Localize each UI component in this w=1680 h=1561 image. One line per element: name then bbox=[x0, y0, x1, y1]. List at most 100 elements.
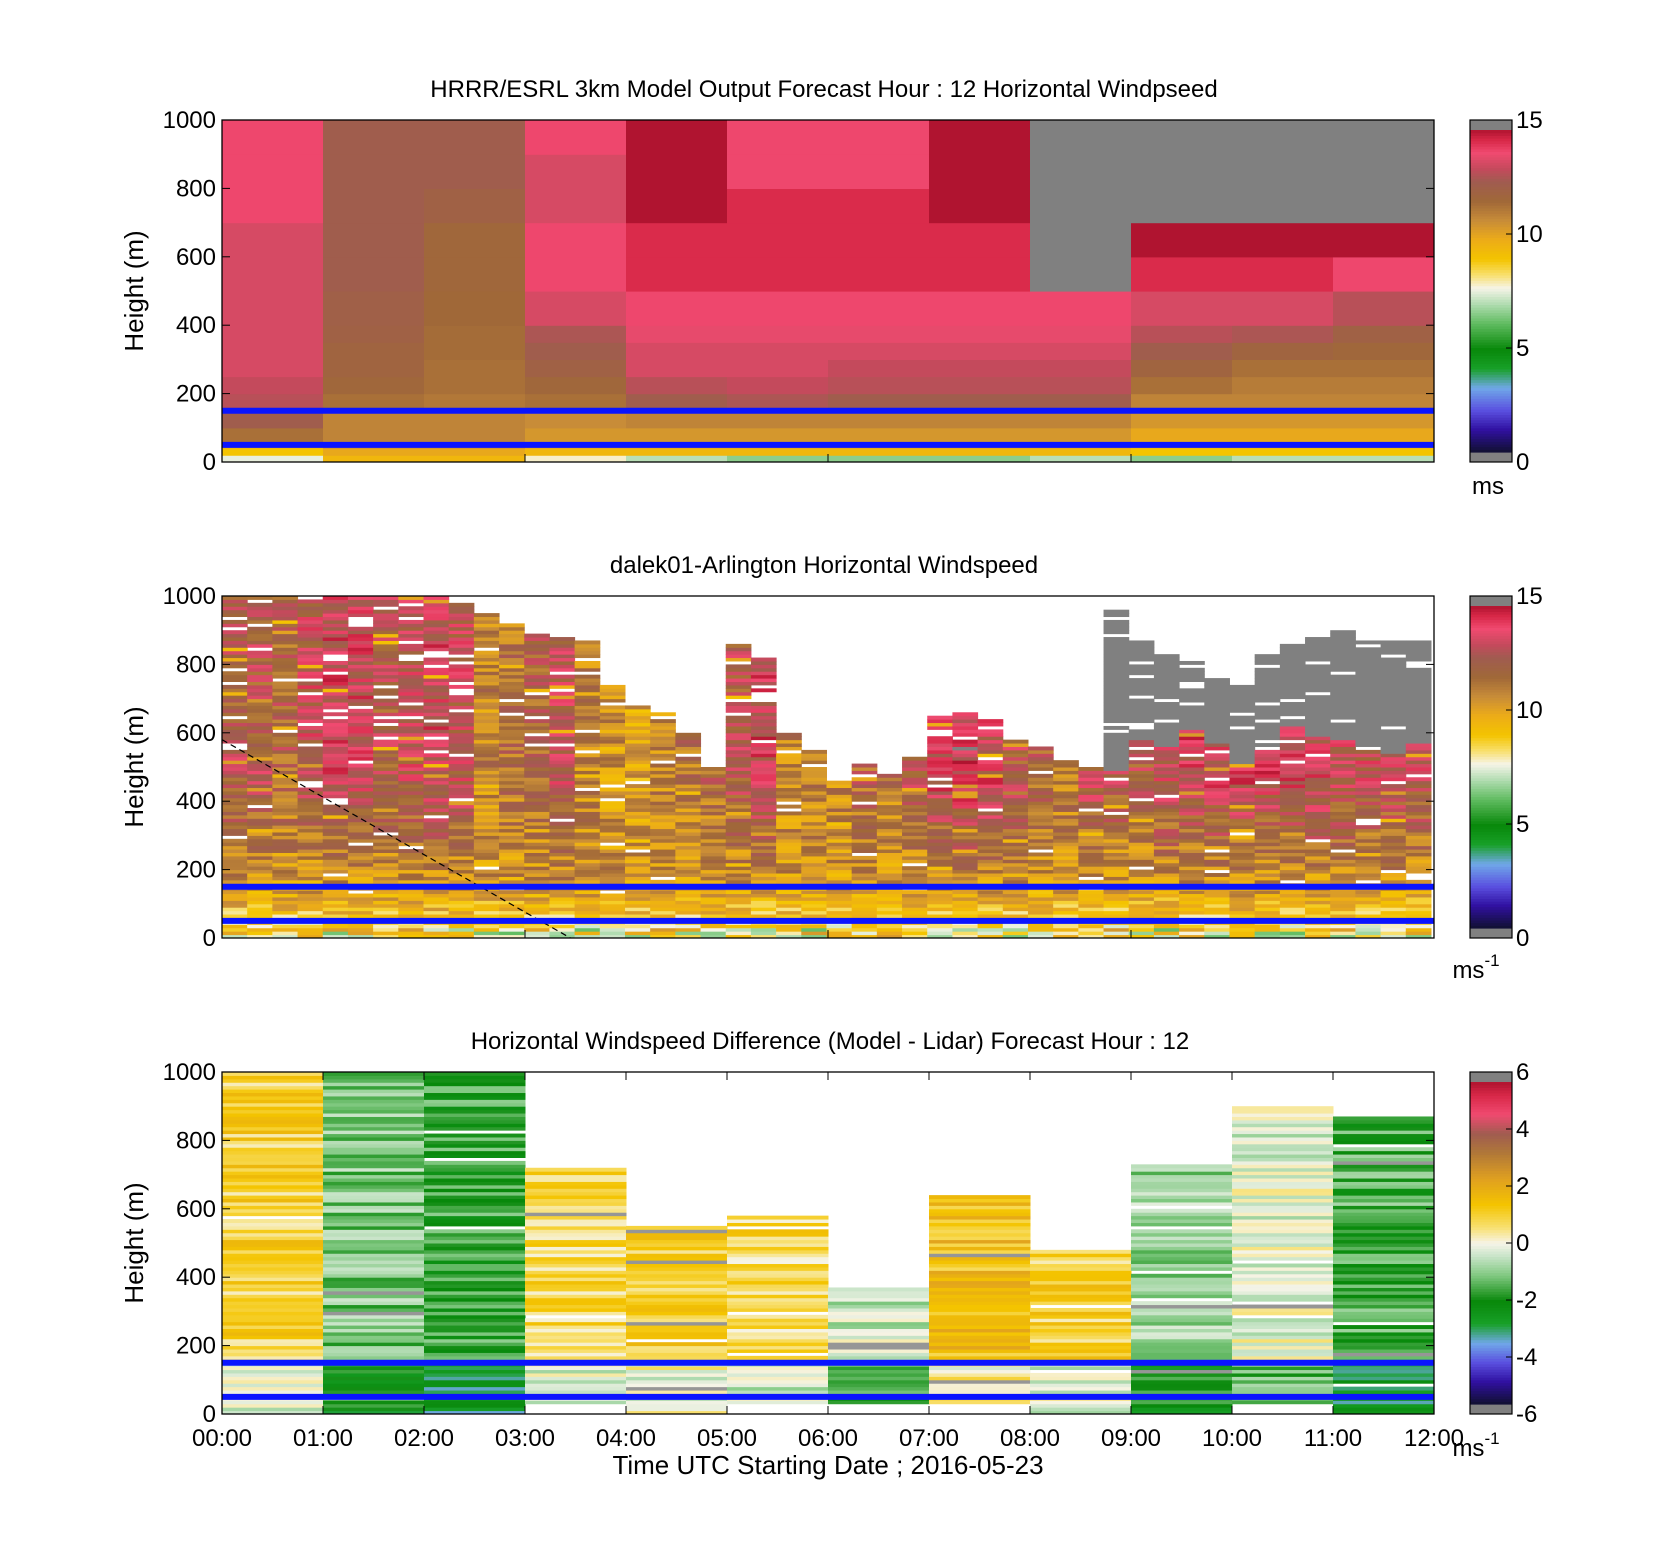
heatmap-cell bbox=[1179, 859, 1205, 864]
heatmap-cell bbox=[448, 746, 475, 751]
heatmap-cell bbox=[929, 1390, 1031, 1394]
colorbar-step bbox=[1470, 828, 1512, 832]
heatmap-cell bbox=[423, 623, 450, 628]
heatmap-cell bbox=[1355, 890, 1382, 895]
colorbar-step bbox=[1470, 242, 1512, 246]
heatmap-cell bbox=[1128, 753, 1155, 758]
colorbar-step bbox=[1470, 686, 1512, 690]
heatmap-cell bbox=[222, 739, 248, 744]
heatmap-cell bbox=[323, 1352, 425, 1357]
heatmap-cell bbox=[1333, 1311, 1434, 1316]
heatmap-cell bbox=[272, 931, 299, 936]
heatmap-cell bbox=[1405, 825, 1432, 830]
heatmap-cell bbox=[876, 835, 903, 840]
colorbar-step bbox=[1470, 783, 1512, 787]
heatmap-cell bbox=[525, 1171, 627, 1176]
heatmap-cell bbox=[423, 859, 450, 864]
heatmap-cell bbox=[499, 657, 525, 662]
heatmap-cell bbox=[398, 660, 424, 665]
heatmap-cell bbox=[851, 849, 878, 853]
heatmap-cell bbox=[1229, 722, 1256, 727]
heatmap-cell bbox=[1279, 688, 1306, 693]
heatmap-cell bbox=[1128, 814, 1155, 819]
heatmap-cell bbox=[1103, 927, 1130, 932]
heatmap-cell bbox=[272, 705, 299, 710]
heatmap-cell bbox=[750, 893, 777, 898]
heatmap-cell bbox=[1254, 784, 1281, 789]
heatmap-cell bbox=[1128, 760, 1155, 765]
heatmap-cell bbox=[1078, 890, 1105, 895]
heatmap-cell bbox=[929, 1270, 1031, 1275]
heatmap-cell bbox=[725, 931, 752, 936]
heatmap-cell bbox=[1128, 842, 1155, 847]
heatmap-cell bbox=[927, 910, 953, 915]
heatmap-cell bbox=[423, 811, 450, 816]
heatmap-cell bbox=[473, 715, 500, 720]
heatmap-cell bbox=[323, 1372, 425, 1377]
heatmap-cell bbox=[272, 715, 299, 720]
heatmap-cell bbox=[1179, 855, 1205, 860]
heatmap-cell bbox=[524, 927, 550, 932]
heatmap-cell bbox=[1333, 1355, 1434, 1360]
heatmap-cell bbox=[1355, 910, 1382, 915]
heatmap-cell bbox=[1078, 855, 1105, 860]
heatmap-cell bbox=[222, 924, 248, 929]
heatmap-cell bbox=[323, 1140, 425, 1145]
heatmap-cell bbox=[424, 1072, 526, 1076]
heatmap-cell bbox=[525, 325, 627, 343]
heatmap-cell bbox=[927, 770, 953, 775]
colorbar-step bbox=[1470, 422, 1512, 426]
heatmap-cell bbox=[1232, 1188, 1334, 1193]
heatmap-cell bbox=[272, 623, 299, 628]
heatmap-cell bbox=[1254, 708, 1281, 713]
heatmap-cell bbox=[675, 780, 702, 785]
heatmap-cell bbox=[424, 1212, 526, 1217]
heatmap-cell bbox=[247, 811, 273, 816]
heatmap-cell bbox=[902, 770, 928, 775]
colorbar-tick-label: 5 bbox=[1516, 335, 1529, 362]
heatmap-cell bbox=[1232, 1222, 1334, 1227]
heatmap-cell bbox=[1103, 835, 1130, 840]
heatmap-cell bbox=[700, 876, 727, 881]
heatmap-cell bbox=[1330, 821, 1356, 826]
heatmap-cell bbox=[524, 770, 550, 775]
heatmap-cell bbox=[424, 1133, 526, 1138]
heatmap-cell bbox=[1131, 1246, 1233, 1251]
heatmap-cell bbox=[1053, 866, 1079, 871]
heatmap-cell bbox=[952, 838, 979, 843]
heatmap-cell bbox=[1279, 866, 1306, 871]
heatmap-cell bbox=[650, 722, 676, 727]
heatmap-cell bbox=[272, 702, 299, 706]
heatmap-cell bbox=[851, 842, 878, 847]
heatmap-cell bbox=[624, 845, 651, 850]
heatmap-cell bbox=[574, 702, 601, 706]
heatmap-cell bbox=[347, 684, 374, 689]
heatmap-cell bbox=[650, 739, 676, 744]
heatmap-cell bbox=[902, 927, 928, 932]
heatmap-cell bbox=[247, 691, 273, 696]
heatmap-cell bbox=[448, 808, 475, 812]
heatmap-cell bbox=[1330, 910, 1356, 915]
heatmap-cell bbox=[398, 866, 424, 871]
heatmap-cell bbox=[323, 1154, 425, 1158]
heatmap-cell bbox=[1131, 1304, 1233, 1309]
heatmap-cell bbox=[347, 743, 374, 747]
heatmap-cell bbox=[323, 1338, 425, 1343]
heatmap-cell bbox=[373, 767, 399, 771]
heatmap-cell bbox=[347, 900, 374, 905]
heatmap-cell bbox=[650, 907, 676, 912]
heatmap-cell bbox=[1103, 855, 1130, 860]
heatmap-cell bbox=[1128, 688, 1155, 693]
heatmap-cell bbox=[272, 924, 299, 929]
heatmap-cell bbox=[1405, 681, 1432, 686]
heatmap-cell bbox=[247, 873, 273, 877]
heatmap-cell bbox=[423, 773, 450, 778]
heatmap-cell bbox=[1305, 893, 1331, 898]
colorbar-step bbox=[1470, 293, 1512, 297]
heatmap-cell bbox=[727, 376, 829, 395]
heatmap-cell bbox=[297, 931, 324, 936]
heatmap-cell bbox=[1330, 934, 1356, 938]
heatmap-cell bbox=[1355, 674, 1382, 679]
heatmap-cell bbox=[952, 914, 979, 918]
heatmap-cell bbox=[323, 1400, 425, 1405]
